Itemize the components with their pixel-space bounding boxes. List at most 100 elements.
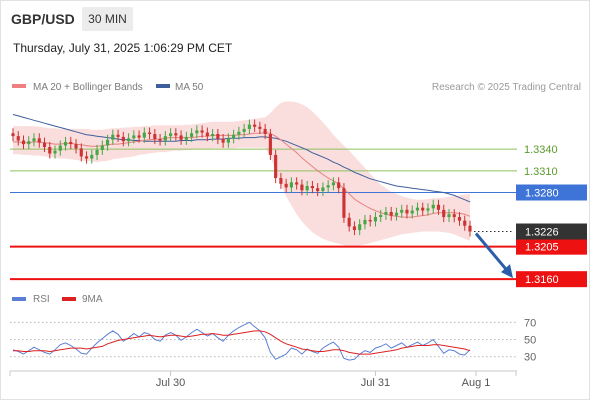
candle-body bbox=[463, 220, 467, 226]
candle-body bbox=[147, 132, 152, 134]
candle-body bbox=[111, 134, 115, 140]
candle-body bbox=[216, 134, 220, 140]
candle-body bbox=[100, 145, 104, 150]
candle-body bbox=[426, 208, 430, 211]
candle-body bbox=[295, 182, 299, 185]
candle-body bbox=[42, 142, 47, 147]
candle-body bbox=[247, 124, 251, 129]
datetime-label: Thursday, July 31, 2025 1:06:29 PM CET bbox=[13, 41, 233, 55]
price-tags-layer: 1.3340 1.3310 1.3280 1.3205 1.3160 1.3226 bbox=[474, 144, 587, 288]
level-tag-support bbox=[516, 271, 587, 288]
time-axis: Jul 30 Jul 31 Aug 1 bbox=[9, 371, 517, 389]
symbol-title: GBP/USD bbox=[11, 11, 75, 27]
candle-body bbox=[279, 178, 283, 184]
ma20-line bbox=[13, 132, 471, 218]
candle-body bbox=[389, 212, 393, 216]
candle-body bbox=[63, 141, 68, 146]
candle-body bbox=[90, 154, 94, 159]
candle-body bbox=[442, 209, 446, 218]
candle-body bbox=[405, 209, 409, 214]
candle-body bbox=[300, 184, 304, 191]
candle-body bbox=[237, 131, 241, 135]
candle-body bbox=[105, 139, 110, 146]
level-label-resistance: 1.3340 bbox=[524, 144, 558, 156]
candle-body bbox=[211, 134, 215, 137]
candle-body bbox=[253, 124, 257, 127]
last-price-tag bbox=[516, 223, 587, 240]
candle-body bbox=[163, 136, 167, 141]
candle-body bbox=[121, 136, 125, 142]
candle-body bbox=[347, 217, 351, 227]
candle-body bbox=[337, 182, 341, 189]
candle-body bbox=[242, 128, 246, 132]
rsi-tick-label: 70 bbox=[524, 317, 536, 329]
candle-body bbox=[221, 139, 225, 143]
candle-body bbox=[310, 186, 314, 189]
legend-swatch-9ma bbox=[62, 297, 76, 301]
candle-body bbox=[368, 219, 372, 222]
candle-body bbox=[84, 156, 89, 159]
candle-body bbox=[373, 217, 378, 222]
candle-body bbox=[69, 141, 73, 145]
legend-swatch-ma50 bbox=[156, 84, 170, 88]
candle-body bbox=[452, 214, 456, 218]
candle-body bbox=[16, 136, 20, 141]
candle-body bbox=[457, 217, 462, 221]
rsi-tick-label: 30 bbox=[524, 352, 536, 364]
timeframe-button[interactable]: 30 MIN bbox=[82, 7, 133, 31]
candle-body bbox=[74, 144, 78, 149]
candle-body bbox=[352, 226, 357, 231]
bollinger-layer bbox=[13, 101, 470, 246]
candle-body bbox=[326, 185, 330, 188]
level-label-support: 1.3205 bbox=[525, 242, 559, 254]
candle-body bbox=[232, 134, 236, 139]
forecast-arrow-shaft bbox=[474, 232, 508, 271]
level-label-support: 1.3160 bbox=[525, 274, 559, 286]
candle-body bbox=[132, 135, 136, 139]
candle-body bbox=[321, 187, 325, 192]
candle-body bbox=[184, 136, 188, 140]
candle-body bbox=[195, 130, 199, 134]
last-price-label: 1.3226 bbox=[525, 227, 559, 239]
credit-label: Research © 2025 Trading Central bbox=[432, 82, 581, 93]
candle-body bbox=[116, 134, 120, 137]
legend-label-ma50: MA 50 bbox=[175, 82, 204, 93]
level-label-resistance: 1.3310 bbox=[524, 166, 558, 178]
candle-body bbox=[37, 138, 41, 143]
candle-body bbox=[21, 140, 26, 145]
candle-body bbox=[331, 182, 336, 186]
candle-body bbox=[137, 135, 141, 138]
candle-body bbox=[289, 182, 293, 188]
level-tag-pivot bbox=[516, 184, 587, 201]
levels-layer bbox=[10, 148, 517, 281]
level-label-pivot: 1.3280 bbox=[525, 188, 559, 200]
candle-body bbox=[174, 133, 178, 136]
candle-body bbox=[400, 209, 404, 213]
candle-body bbox=[436, 204, 441, 210]
candle-body bbox=[268, 134, 272, 155]
candle-body bbox=[468, 225, 472, 232]
candle-body bbox=[226, 138, 230, 143]
time-axis-label: Jul 31 bbox=[361, 377, 390, 389]
candle-body bbox=[158, 139, 162, 141]
candle-body bbox=[421, 207, 425, 211]
candle-body bbox=[169, 133, 173, 137]
candle-body bbox=[11, 133, 15, 137]
bollinger-band-area bbox=[13, 101, 470, 246]
forecast-arrow-layer bbox=[474, 232, 513, 279]
forecast-arrow-head bbox=[501, 264, 513, 279]
rsi-9ma-line bbox=[13, 330, 471, 355]
rsi-line bbox=[12, 321, 471, 361]
legend-label-bollinger: MA 20 + Bollinger Bands bbox=[33, 82, 143, 93]
level-tag-support bbox=[516, 238, 587, 255]
candle-body bbox=[258, 126, 262, 129]
candle-body bbox=[358, 224, 362, 231]
candle-body bbox=[316, 188, 320, 192]
time-axis-label: Jul 30 bbox=[156, 377, 185, 389]
ma-lines-layer bbox=[12, 114, 471, 218]
candle-body bbox=[58, 145, 62, 151]
candle-body bbox=[153, 134, 157, 140]
candle-body bbox=[415, 207, 420, 211]
candle-body bbox=[447, 214, 451, 218]
